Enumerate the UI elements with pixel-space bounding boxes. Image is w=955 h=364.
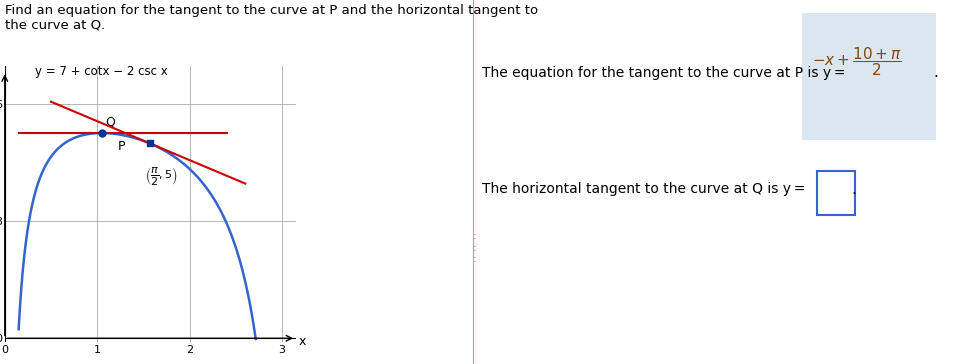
Text: .: . — [852, 182, 857, 197]
Text: y = 7 + cotx − 2 csc x: y = 7 + cotx − 2 csc x — [35, 65, 168, 78]
Text: :
:
:: : : : — [473, 231, 477, 264]
Text: Q: Q — [105, 115, 116, 128]
Text: $\left(\dfrac{\pi}{2},5\right)$: $\left(\dfrac{\pi}{2},5\right)$ — [145, 165, 178, 187]
Text: x: x — [299, 335, 307, 348]
FancyBboxPatch shape — [817, 171, 855, 215]
Text: $-x+\dfrac{10+\pi}{2}$: $-x+\dfrac{10+\pi}{2}$ — [812, 46, 902, 78]
Text: The horizontal tangent to the curve at Q is y =: The horizontal tangent to the curve at Q… — [482, 182, 806, 196]
Text: .: . — [933, 65, 938, 80]
Text: P: P — [117, 140, 125, 153]
Text: Find an equation for the tangent to the curve at P and the horizontal tangent to: Find an equation for the tangent to the … — [5, 4, 538, 32]
FancyBboxPatch shape — [802, 13, 936, 140]
Text: The equation for the tangent to the curve at P is y =: The equation for the tangent to the curv… — [482, 66, 846, 80]
